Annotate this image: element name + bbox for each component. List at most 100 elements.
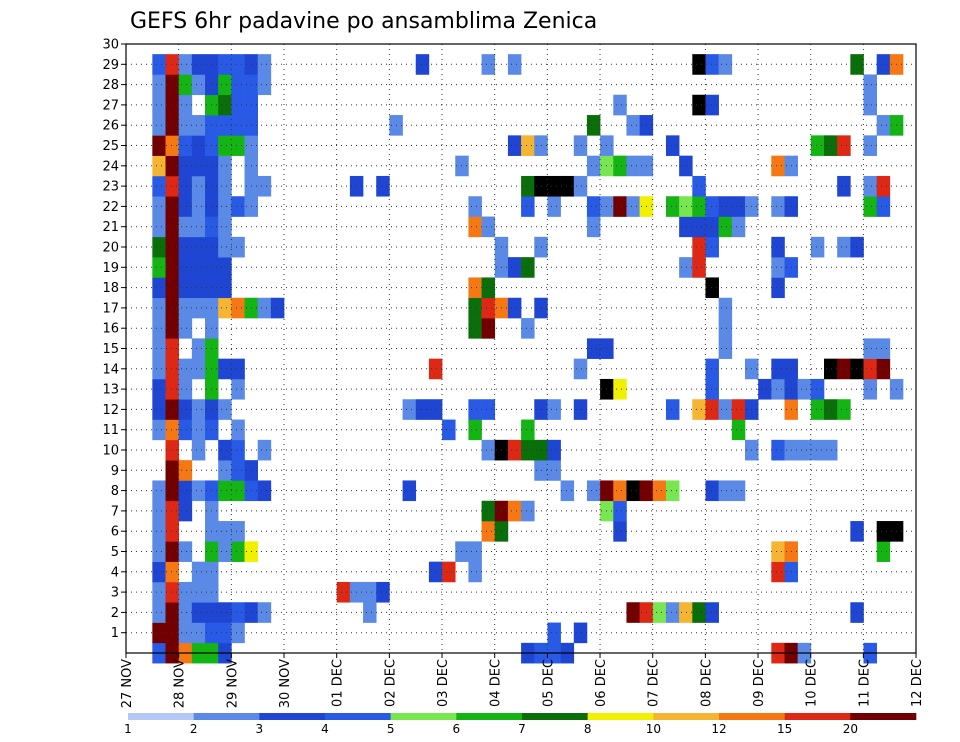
heatmap-cell xyxy=(165,135,179,156)
heatmap-cell xyxy=(218,521,232,542)
heatmap-cell xyxy=(178,297,193,319)
heatmap-cell xyxy=(665,602,680,623)
colorbar-label: 4 xyxy=(321,722,329,736)
heatmap-cell xyxy=(824,399,838,420)
heatmap-cell xyxy=(468,318,482,339)
heatmap-cell xyxy=(165,155,179,177)
heatmap-cell xyxy=(810,236,825,258)
y-tick-label: 4 xyxy=(111,565,119,580)
heatmap-cell xyxy=(731,216,746,238)
heatmap-cell xyxy=(850,236,864,258)
heatmap-cell xyxy=(824,358,838,380)
heatmap-cell xyxy=(231,358,245,380)
heatmap-cell xyxy=(771,561,785,583)
heatmap-cell xyxy=(165,581,179,603)
heatmap-cell xyxy=(521,500,535,522)
heatmap-cell xyxy=(191,277,206,299)
heatmap-cell xyxy=(613,500,627,522)
heatmap-cell xyxy=(837,358,851,380)
heatmap-cell xyxy=(165,419,179,441)
heatmap-cell xyxy=(810,378,825,400)
heatmap-cell xyxy=(165,541,179,562)
heatmap-cell xyxy=(257,439,272,461)
heatmap-cell xyxy=(178,500,193,522)
heatmap-cell xyxy=(468,216,482,238)
heatmap-cell xyxy=(191,439,206,461)
heatmap-cell xyxy=(626,196,640,217)
heatmap-cell xyxy=(850,358,864,380)
heatmap-cell xyxy=(178,175,193,197)
y-tick-label: 10 xyxy=(102,444,119,459)
heatmap-cell xyxy=(178,460,193,481)
heatmap-cell xyxy=(560,175,575,197)
heatmap-cell xyxy=(468,419,482,441)
heatmap-cell xyxy=(547,196,561,217)
y-tick-label: 8 xyxy=(111,484,119,499)
heatmap-cell xyxy=(613,521,627,542)
colorbar-segment xyxy=(522,713,588,720)
heatmap-cell xyxy=(231,54,245,75)
heatmap-cell xyxy=(218,358,232,380)
heatmap-cell xyxy=(152,581,166,603)
heatmap-cell xyxy=(718,399,733,420)
heatmap-cell xyxy=(665,399,680,420)
y-tick-label: 18 xyxy=(102,281,119,296)
colorbar-label: 20 xyxy=(843,722,858,736)
heatmap-cell xyxy=(191,236,206,258)
heatmap-cell xyxy=(810,135,825,156)
heatmap-cell xyxy=(679,216,693,238)
heatmap-cell xyxy=(586,338,601,359)
heatmap-cell xyxy=(481,439,496,461)
heatmap-cell xyxy=(665,480,680,502)
heatmap-cell xyxy=(231,419,245,441)
heatmap-cell xyxy=(679,196,693,217)
heatmap-cell xyxy=(191,338,206,359)
heatmap-cell xyxy=(165,277,179,299)
heatmap-cell xyxy=(218,135,232,156)
heatmap-cell xyxy=(152,521,166,542)
heatmap-cell xyxy=(152,196,166,217)
heatmap-cell xyxy=(152,236,166,258)
heatmap-cell xyxy=(178,94,193,116)
heatmap-cell xyxy=(363,581,377,603)
heatmap-cell xyxy=(191,196,206,217)
heatmap-cell xyxy=(152,175,166,197)
colorbar-segment xyxy=(128,713,194,720)
colorbar-label: 10 xyxy=(646,722,661,736)
heatmap-cell xyxy=(731,196,746,217)
heatmap-cell xyxy=(626,602,640,623)
heatmap-cell xyxy=(586,115,601,136)
heatmap-cell xyxy=(560,480,575,502)
heatmap-cell xyxy=(178,622,193,644)
heatmap-cell xyxy=(850,602,864,623)
heatmap-cell xyxy=(152,622,166,644)
y-tick-label: 20 xyxy=(102,241,119,256)
heatmap-cell xyxy=(507,257,522,278)
heatmap-cell xyxy=(231,115,245,136)
heatmap-cell xyxy=(191,175,206,197)
heatmap-cell xyxy=(191,561,206,583)
heatmap-cell xyxy=(876,115,891,136)
heatmap-cell xyxy=(152,500,166,522)
heatmap-cell xyxy=(613,155,627,177)
heatmap-cell xyxy=(468,297,482,319)
colorbar-label: 12 xyxy=(711,722,726,736)
y-tick-label: 1 xyxy=(111,626,119,641)
heatmap-cell xyxy=(191,419,206,441)
x-tick-label: 30 NOV xyxy=(278,659,293,708)
heatmap-cell xyxy=(705,358,719,380)
heatmap-cell xyxy=(547,175,561,197)
colorbar-segment xyxy=(193,713,260,720)
heatmap-cell xyxy=(178,358,193,380)
heatmap-cell xyxy=(191,480,206,502)
heatmap-cell xyxy=(191,399,206,420)
heatmap-cell xyxy=(626,115,640,136)
heatmap-cell xyxy=(876,541,891,562)
heatmap-cell xyxy=(376,581,390,603)
heatmap-cell xyxy=(876,196,891,217)
heatmap-cell xyxy=(178,257,193,278)
y-tick-label: 6 xyxy=(111,525,119,540)
heatmap-cell xyxy=(692,196,706,217)
colorbar-label: 5 xyxy=(387,722,395,736)
y-tick-label: 23 xyxy=(102,180,119,195)
